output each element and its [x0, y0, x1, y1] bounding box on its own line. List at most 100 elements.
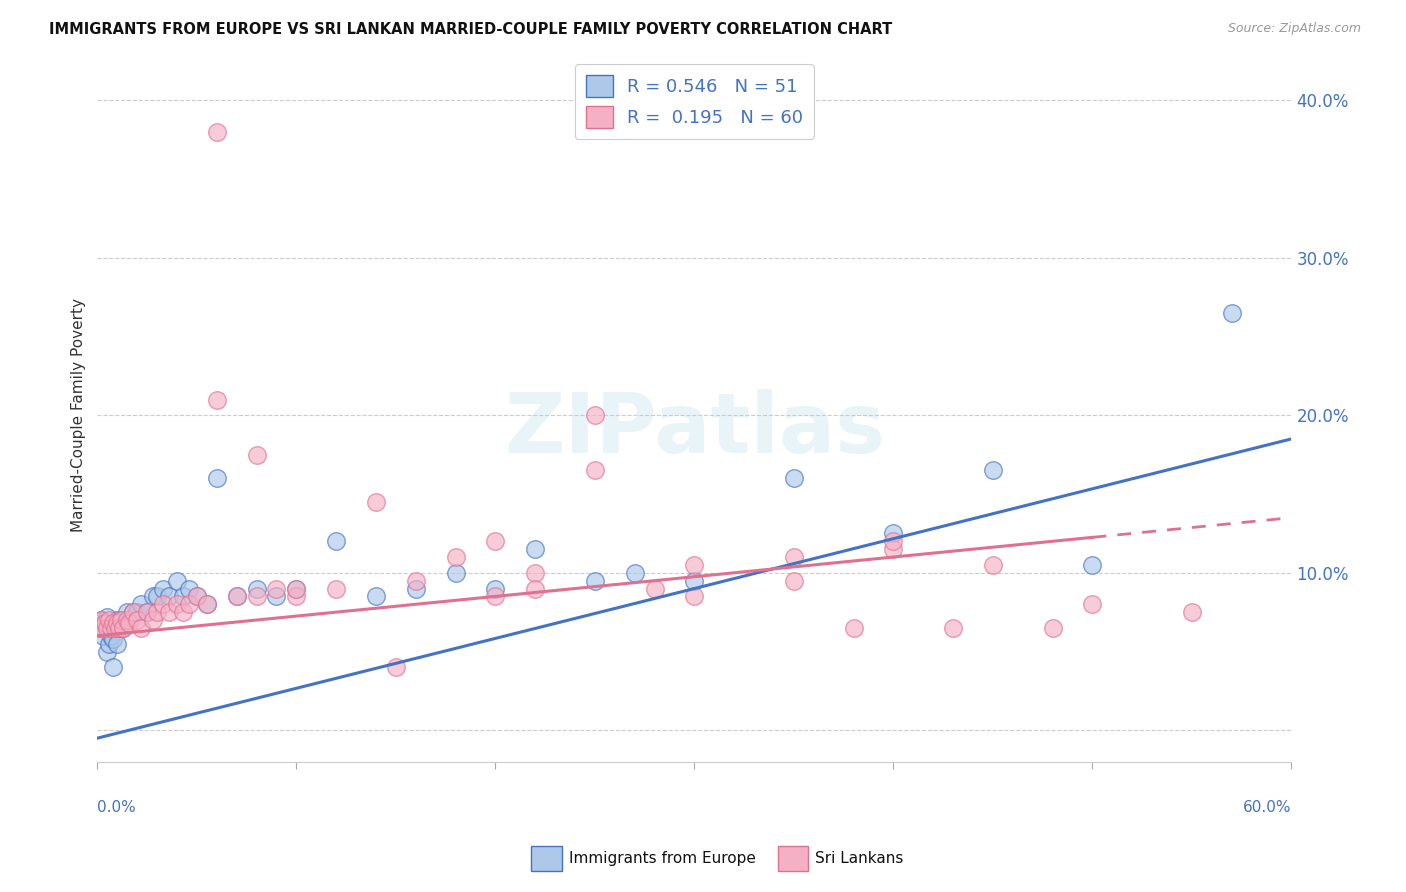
Point — [683, 574, 706, 588]
Point — [842, 621, 865, 635]
Point — [981, 558, 1004, 572]
Point — [96, 610, 118, 624]
Point — [105, 616, 128, 631]
Point — [152, 597, 174, 611]
Point — [325, 534, 347, 549]
Point — [205, 125, 228, 139]
Point — [103, 632, 125, 646]
Point — [981, 463, 1004, 477]
Point — [118, 616, 141, 631]
Bar — [531, 846, 562, 871]
Point — [285, 582, 308, 596]
Point — [405, 582, 427, 596]
Point — [1181, 605, 1204, 619]
Point — [166, 597, 188, 611]
Text: ZIPatlas: ZIPatlas — [503, 389, 884, 469]
Point — [98, 637, 121, 651]
Point — [115, 605, 138, 619]
Point — [108, 621, 131, 635]
Point — [186, 590, 208, 604]
Point — [115, 613, 138, 627]
Point — [225, 590, 247, 604]
Point — [91, 621, 114, 635]
Point — [683, 590, 706, 604]
Point — [225, 590, 247, 604]
Point — [118, 613, 141, 627]
Point — [583, 409, 606, 423]
Point — [783, 574, 806, 588]
Legend: R = 0.546   N = 51, R =  0.195   N = 60: R = 0.546 N = 51, R = 0.195 N = 60 — [575, 64, 814, 138]
Point — [882, 534, 904, 549]
Point — [205, 392, 228, 407]
Point — [100, 629, 122, 643]
Point — [1042, 621, 1064, 635]
Point — [100, 621, 122, 635]
Point — [195, 597, 218, 611]
Point — [122, 605, 145, 619]
Point — [96, 621, 118, 635]
Point — [94, 616, 117, 631]
Point — [105, 637, 128, 651]
Point — [98, 621, 121, 635]
Point — [122, 605, 145, 619]
Point — [1081, 597, 1104, 611]
Point — [644, 582, 666, 596]
Point — [146, 605, 169, 619]
Point — [882, 526, 904, 541]
Point — [157, 605, 180, 619]
Point — [484, 590, 506, 604]
Point — [266, 590, 288, 604]
Point — [90, 613, 112, 627]
Text: IMMIGRANTS FROM EUROPE VS SRI LANKAN MARRIED-COUPLE FAMILY POVERTY CORRELATION C: IMMIGRANTS FROM EUROPE VS SRI LANKAN MAR… — [49, 22, 893, 37]
Point — [157, 590, 180, 604]
Point — [98, 613, 121, 627]
Point — [405, 574, 427, 588]
Point — [94, 616, 117, 631]
Bar — [778, 846, 808, 871]
Text: Immigrants from Europe: Immigrants from Europe — [569, 851, 756, 865]
Point — [245, 590, 267, 604]
Point — [136, 605, 159, 619]
Point — [127, 613, 149, 627]
Point — [484, 582, 506, 596]
Point — [882, 542, 904, 557]
Point — [1220, 306, 1243, 320]
Point — [385, 660, 408, 674]
Point — [129, 621, 152, 635]
Point — [146, 590, 169, 604]
Point — [444, 566, 467, 580]
Point — [112, 621, 135, 635]
Point — [623, 566, 645, 580]
Point — [583, 574, 606, 588]
Point — [177, 582, 200, 596]
Point — [325, 582, 347, 596]
Point — [89, 621, 111, 635]
Point — [364, 495, 387, 509]
Y-axis label: Married-Couple Family Poverty: Married-Couple Family Poverty — [72, 298, 86, 533]
Point — [112, 621, 135, 635]
Point — [110, 613, 132, 627]
Point — [195, 597, 218, 611]
Point — [96, 644, 118, 658]
Point — [105, 613, 128, 627]
Point — [783, 471, 806, 485]
Point — [524, 566, 547, 580]
Point — [142, 613, 165, 627]
Point — [1081, 558, 1104, 572]
Point — [90, 613, 112, 627]
Point — [484, 534, 506, 549]
Point — [245, 448, 267, 462]
Point — [285, 582, 308, 596]
Point — [245, 582, 267, 596]
Point — [683, 558, 706, 572]
Text: 60.0%: 60.0% — [1243, 800, 1292, 815]
Point — [583, 463, 606, 477]
Point — [103, 616, 125, 631]
Point — [104, 621, 127, 635]
Point — [364, 590, 387, 604]
Point — [136, 605, 159, 619]
Point — [172, 590, 194, 604]
Point — [104, 621, 127, 635]
Point — [444, 549, 467, 564]
Point — [524, 582, 547, 596]
